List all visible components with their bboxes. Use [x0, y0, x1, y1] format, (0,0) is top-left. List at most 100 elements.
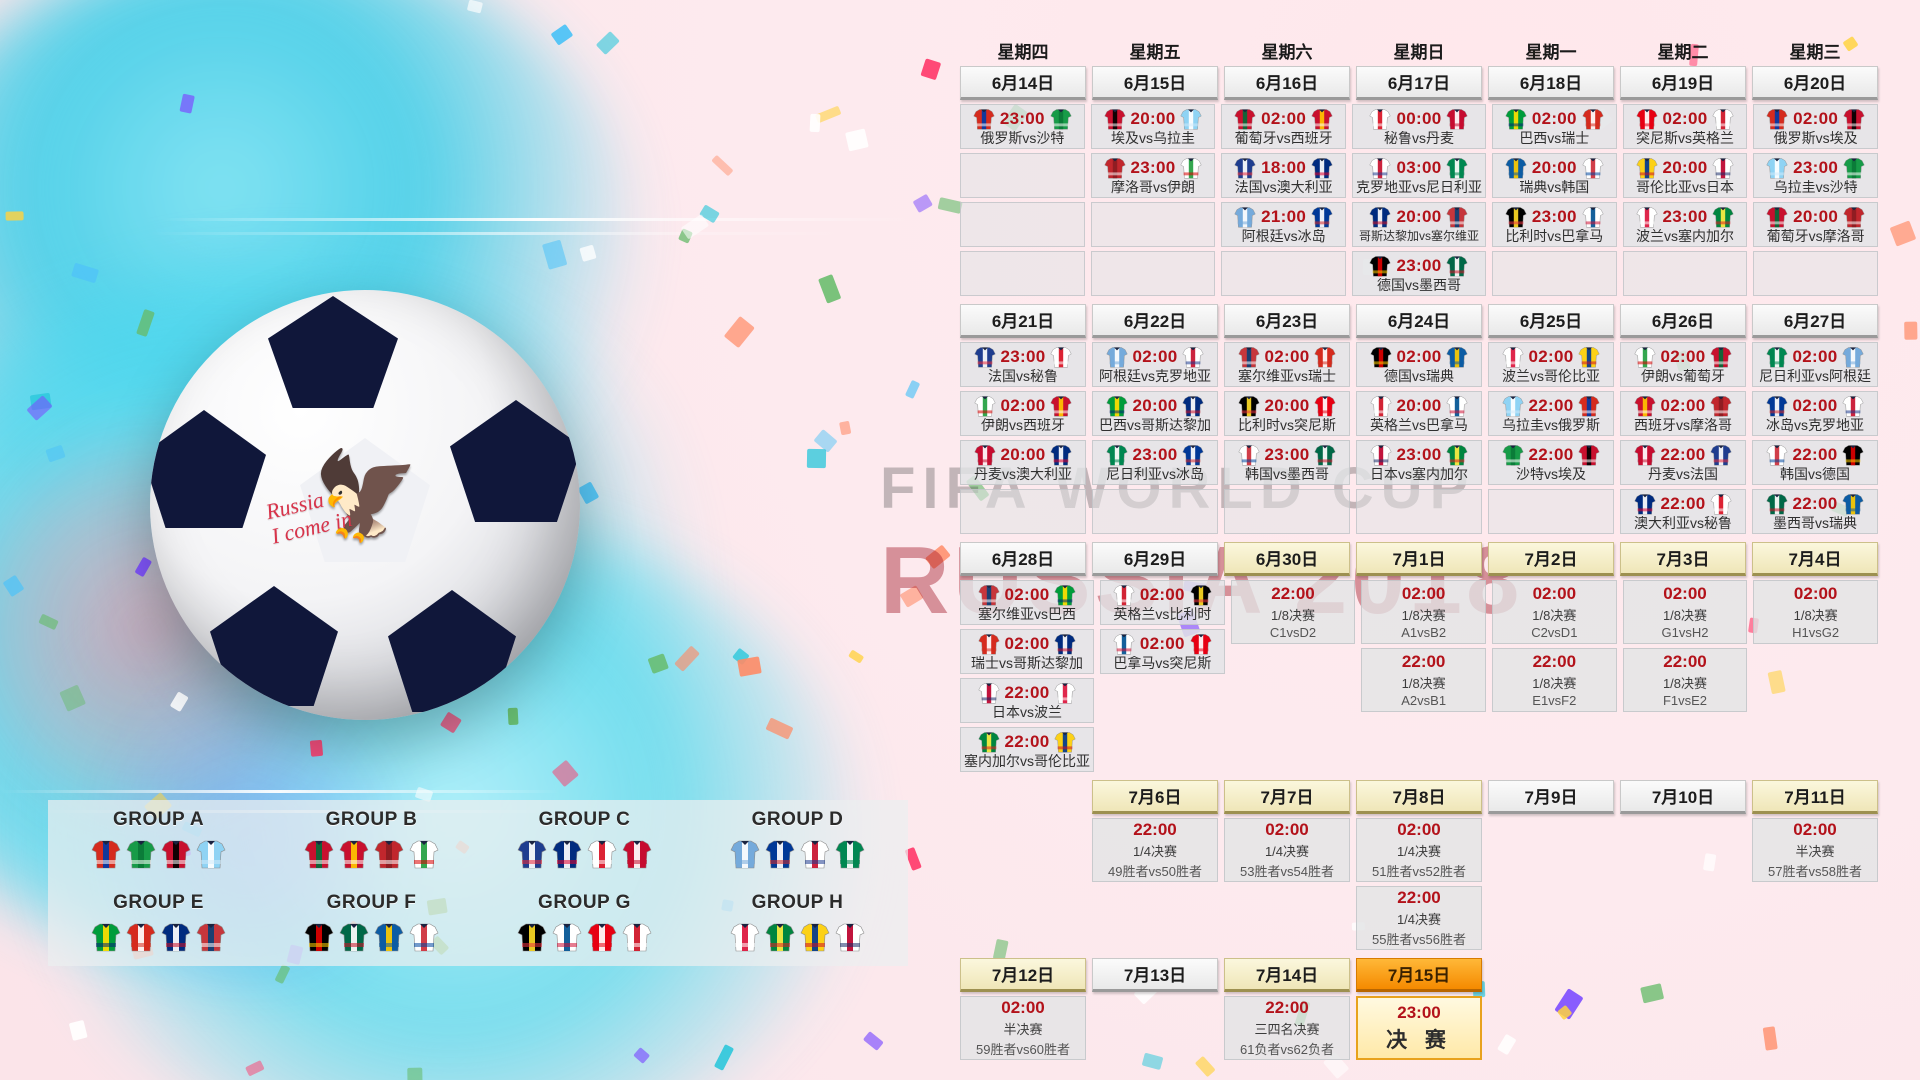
match-cell[interactable]: 02:00 巴西vs瑞士	[1492, 104, 1617, 149]
date-header[interactable]: 6月14日	[960, 66, 1086, 100]
date-header[interactable]: 6月17日	[1356, 66, 1482, 100]
date-header[interactable]: 6月29日	[1092, 542, 1218, 576]
match-cell[interactable]: 23:00 法国vs秘鲁	[960, 342, 1086, 387]
match-cell[interactable]: 20:00 丹麦vs澳大利亚	[960, 440, 1086, 485]
match-cell[interactable]: 23:00 日本vs塞内加尔	[1356, 440, 1482, 485]
date-header[interactable]: 6月26日	[1620, 304, 1746, 338]
date-header[interactable]: 6月15日	[1092, 66, 1218, 100]
match-cell[interactable]: 20:00 哥伦比亚vs日本	[1623, 153, 1748, 198]
match-cell[interactable]: 22:00 丹麦vs法国	[1620, 440, 1746, 485]
match-cell[interactable]: 23:00 乌拉圭vs沙特	[1753, 153, 1878, 198]
date-header[interactable]: 6月20日	[1752, 66, 1878, 100]
match-cell[interactable]: 03:00 克罗地亚vs尼日利亚	[1352, 153, 1486, 198]
match-cell[interactable]: 18:00 法国vs澳大利亚	[1221, 153, 1346, 198]
knockout-cell[interactable]: 02:00 半决赛 57胜者vs58胜者	[1752, 818, 1878, 882]
knockout-cell[interactable]: 22:00 1/8决赛 E1vsF2	[1492, 648, 1617, 712]
date-header[interactable]: 7月11日	[1752, 780, 1878, 814]
knockout-cell[interactable]: 02:00 1/8决赛 A1vsB2	[1361, 580, 1486, 644]
date-header[interactable]: 6月18日	[1488, 66, 1614, 100]
match-cell[interactable]: 20:00 瑞典vs韩国	[1492, 153, 1617, 198]
date-header[interactable]: 7月1日	[1356, 542, 1482, 576]
knockout-cell[interactable]: 22:00 1/8决赛 A2vsB1	[1361, 648, 1486, 712]
knockout-cell[interactable]: 22:00 1/4决赛 55胜者vs56胜者	[1356, 886, 1482, 950]
match-cell[interactable]: 02:00 伊朗vs西班牙	[960, 391, 1086, 436]
match-cell[interactable]: 20:00 哥斯达黎加vs塞尔维亚	[1352, 202, 1486, 247]
match-cell[interactable]: 02:00 伊朗vs葡萄牙	[1620, 342, 1746, 387]
date-header[interactable]: 6月30日	[1224, 542, 1350, 576]
match-cell[interactable]: 21:00 阿根廷vs冰岛	[1221, 202, 1346, 247]
date-header[interactable]: 6月22日	[1092, 304, 1218, 338]
match-cell[interactable]: 22:00 澳大利亚vs秘鲁	[1620, 489, 1746, 534]
knockout-cell[interactable]: 22:00 1/8决赛 C1vsD2	[1231, 580, 1356, 644]
match-cell[interactable]: 20:00 巴西vs哥斯达黎加	[1092, 391, 1218, 436]
group-group-g[interactable]: GROUP G	[482, 889, 687, 960]
match-cell[interactable]: 23:00 韩国vs墨西哥	[1224, 440, 1350, 485]
match-cell[interactable]: 22:00 日本vs波兰	[960, 678, 1094, 723]
date-header[interactable]: 7月6日	[1092, 780, 1218, 814]
date-header[interactable]: 7月10日	[1620, 780, 1746, 814]
date-header[interactable]: 6月28日	[960, 542, 1086, 576]
date-header[interactable]: 6月24日	[1356, 304, 1482, 338]
group-group-c[interactable]: GROUP C	[482, 806, 687, 877]
match-cell[interactable]: 23:00 尼日利亚vs冰岛	[1092, 440, 1218, 485]
date-header[interactable]: 6月23日	[1224, 304, 1350, 338]
group-group-f[interactable]: GROUP F	[269, 889, 474, 960]
match-cell[interactable]: 20:00 埃及vs乌拉圭	[1091, 104, 1216, 149]
match-cell[interactable]: 23:00 比利时vs巴拿马	[1492, 202, 1617, 247]
group-group-h[interactable]: GROUP H	[695, 889, 900, 960]
match-cell[interactable]: 02:00 瑞士vs哥斯达黎加	[960, 629, 1094, 674]
knockout-cell[interactable]: 02:00 1/8决赛 H1vsG2	[1753, 580, 1878, 644]
date-header[interactable]: 6月21日	[960, 304, 1086, 338]
match-cell[interactable]: 23:00 德国vs墨西哥	[1352, 251, 1486, 296]
match-cell[interactable]: 02:00 俄罗斯vs埃及	[1753, 104, 1878, 149]
match-cell[interactable]: 22:00 墨西哥vs瑞典	[1752, 489, 1878, 534]
match-cell[interactable]: 20:00 比利时vs突尼斯	[1224, 391, 1350, 436]
date-header[interactable]: 7月15日	[1356, 958, 1482, 992]
match-cell[interactable]: 02:00 尼日利亚vs阿根廷	[1752, 342, 1878, 387]
knockout-cell[interactable]: 02:00 1/4决赛 51胜者vs52胜者	[1356, 818, 1482, 882]
date-header[interactable]: 7月13日	[1092, 958, 1218, 992]
match-cell[interactable]: 23:00 俄罗斯vs沙特	[960, 104, 1085, 149]
match-cell[interactable]: 02:00 西班牙vs摩洛哥	[1620, 391, 1746, 436]
date-header[interactable]: 7月12日	[960, 958, 1086, 992]
date-header[interactable]: 6月25日	[1488, 304, 1614, 338]
date-header[interactable]: 7月2日	[1488, 542, 1614, 576]
knockout-cell[interactable]: 02:00 半决赛 59胜者vs60胜者	[960, 996, 1086, 1060]
date-header[interactable]: 6月16日	[1224, 66, 1350, 100]
knockout-cell[interactable]: 22:00 三四名决赛 61负者vs62负者	[1224, 996, 1350, 1060]
match-cell[interactable]: 02:00 波兰vs哥伦比亚	[1488, 342, 1614, 387]
knockout-cell[interactable]: 02:00 1/4决赛 53胜者vs54胜者	[1224, 818, 1350, 882]
match-cell[interactable]: 02:00 德国vs瑞典	[1356, 342, 1482, 387]
match-cell[interactable]: 02:00 突尼斯vs英格兰	[1623, 104, 1748, 149]
date-header[interactable]: 7月3日	[1620, 542, 1746, 576]
match-cell[interactable]: 22:00 塞内加尔vs哥伦比亚	[960, 727, 1094, 772]
group-group-e[interactable]: GROUP E	[56, 889, 261, 960]
match-cell[interactable]: 02:00 英格兰vs比利时	[1100, 580, 1225, 625]
date-header[interactable]: 7月7日	[1224, 780, 1350, 814]
match-cell[interactable]: 02:00 塞尔维亚vs瑞士	[1224, 342, 1350, 387]
match-cell[interactable]: 02:00 阿根廷vs克罗地亚	[1092, 342, 1218, 387]
date-header[interactable]: 6月19日	[1620, 66, 1746, 100]
match-cell[interactable]: 00:00 秘鲁vs丹麦	[1352, 104, 1486, 149]
knockout-cell[interactable]: 02:00 1/8决赛 C2vsD1	[1492, 580, 1617, 644]
final-match-cell[interactable]: 23:00 决 赛	[1356, 996, 1482, 1060]
match-cell[interactable]: 20:00 英格兰vs巴拿马	[1356, 391, 1482, 436]
match-cell[interactable]: 02:00 冰岛vs克罗地亚	[1752, 391, 1878, 436]
match-cell[interactable]: 02:00 巴拿马vs突尼斯	[1100, 629, 1225, 674]
date-header[interactable]: 7月14日	[1224, 958, 1350, 992]
group-group-b[interactable]: GROUP B	[269, 806, 474, 877]
match-cell[interactable]: 22:00 乌拉圭vs俄罗斯	[1488, 391, 1614, 436]
date-header[interactable]: 7月4日	[1752, 542, 1878, 576]
knockout-cell[interactable]: 22:00 1/8决赛 F1vsE2	[1623, 648, 1748, 712]
knockout-cell[interactable]: 02:00 1/8决赛 G1vsH2	[1623, 580, 1748, 644]
match-cell[interactable]: 22:00 沙特vs埃及	[1488, 440, 1614, 485]
knockout-cell[interactable]: 22:00 1/4决赛 49胜者vs50胜者	[1092, 818, 1218, 882]
date-header[interactable]: 7月9日	[1488, 780, 1614, 814]
match-cell[interactable]: 20:00 葡萄牙vs摩洛哥	[1753, 202, 1878, 247]
match-cell[interactable]: 02:00 葡萄牙vs西班牙	[1221, 104, 1346, 149]
match-cell[interactable]: 22:00 韩国vs德国	[1752, 440, 1878, 485]
group-group-d[interactable]: GROUP D	[695, 806, 900, 877]
match-cell[interactable]: 23:00 波兰vs塞内加尔	[1623, 202, 1748, 247]
match-cell[interactable]: 23:00 摩洛哥vs伊朗	[1091, 153, 1216, 198]
match-cell[interactable]: 02:00 塞尔维亚vs巴西	[960, 580, 1094, 625]
